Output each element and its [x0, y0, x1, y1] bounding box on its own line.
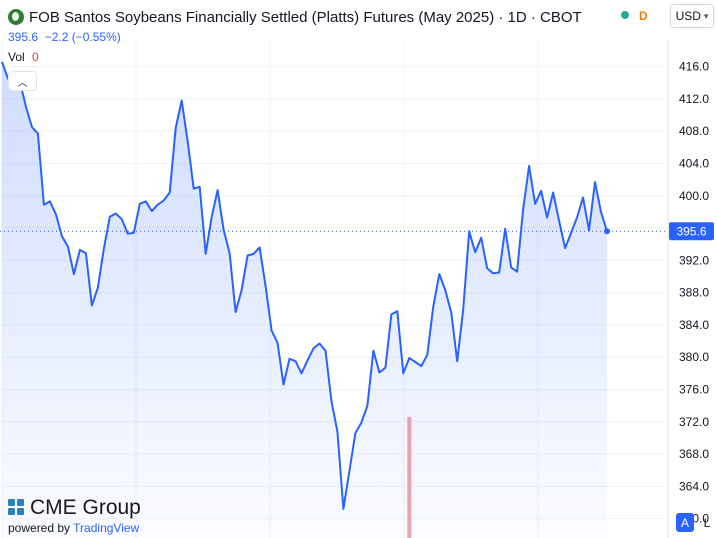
price-tick-label: 376.0 [679, 382, 709, 396]
symbol-logo-icon [8, 9, 24, 25]
delay-badge[interactable]: D [639, 9, 648, 23]
branding[interactable]: CME Group powered by TradingView [8, 496, 141, 535]
last-price-label: 395.6 [676, 224, 706, 238]
price-tick-label: 404.0 [679, 156, 709, 170]
price-area [2, 61, 607, 538]
price-tick-label: 412.0 [679, 92, 709, 106]
auto-scale-button[interactable]: A [676, 513, 694, 532]
volume-legend: Vol 0 [8, 50, 39, 64]
price-tick-label: 372.0 [679, 415, 709, 429]
price-tick-label: 380.0 [679, 350, 709, 364]
price-tick-label: 384.0 [679, 318, 709, 332]
price-tick-label: 400.0 [679, 189, 709, 203]
chart-title: FOB Santos Soybeans Financially Settled … [29, 8, 582, 26]
currency-label: USD [675, 9, 701, 23]
chevron-down-icon: ▾ [703, 10, 709, 21]
price-tick-label: 368.0 [679, 447, 709, 461]
brand-name: CME Group [30, 496, 141, 519]
currency-selector[interactable]: USD ▾ [670, 4, 714, 28]
price-axis: 360.0364.0368.0372.0376.0380.0384.0388.0… [679, 60, 709, 526]
price-tick-label: 416.0 [679, 60, 709, 74]
volume-value: 0 [32, 50, 39, 64]
provider-link[interactable]: TradingView [73, 521, 140, 535]
collapse-legend-button[interactable]: ︿ [8, 71, 37, 91]
price-tick-label: 392.0 [679, 253, 709, 267]
price-tick-label: 388.0 [679, 286, 709, 300]
cme-globe-icon [8, 499, 26, 517]
last-price-dot [604, 228, 610, 235]
chevron-up-icon: ︿ [17, 77, 28, 89]
price-line [1, 61, 608, 510]
powered-by: powered by TradingView [8, 521, 141, 535]
log-scale-button[interactable]: L [703, 515, 711, 530]
price-change-readout: 395.6 −2.2 (−0.55%) [8, 30, 121, 44]
price-tick-label: 364.0 [679, 479, 709, 493]
market-status-icon [621, 11, 629, 19]
last-price-badge: 395.6 [669, 222, 714, 241]
chart-header: FOB Santos Soybeans Financially Settled … [8, 6, 582, 28]
powered-by-label: powered by [8, 521, 71, 535]
price-tick-label: 408.0 [679, 124, 709, 138]
volume-label: Vol [8, 50, 25, 64]
